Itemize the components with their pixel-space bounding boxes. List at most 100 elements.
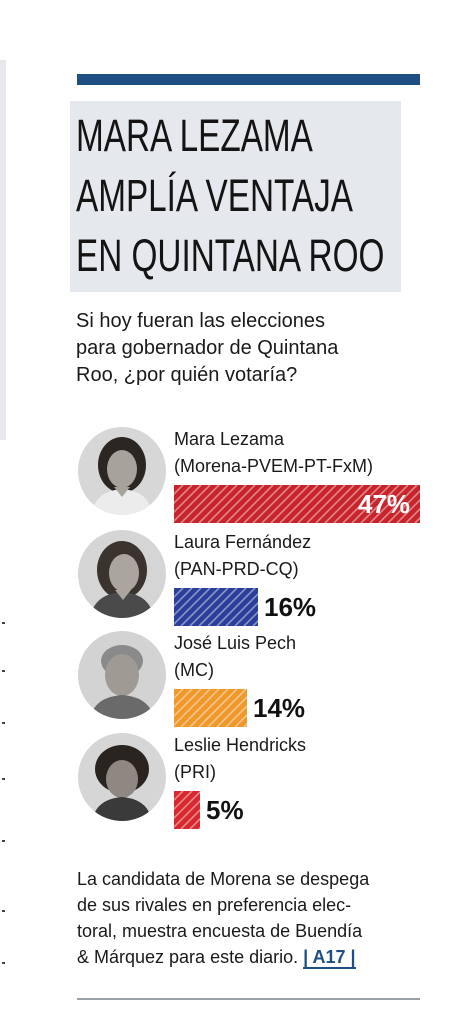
bar-hatch-line	[207, 689, 247, 727]
candidate-portrait-icon	[78, 733, 166, 821]
top-accent-rule	[77, 74, 420, 85]
bar-hatch-line	[234, 485, 274, 523]
page-edge-strip	[0, 60, 6, 440]
bar-graphic	[174, 588, 258, 626]
bar-hatch-line	[243, 610, 258, 626]
bar-hatch-line	[189, 689, 229, 727]
poll-question: Si hoy fueran las elecciones para gobern…	[76, 308, 416, 389]
bar-hatch-line	[189, 485, 229, 523]
bar-fill	[174, 588, 258, 626]
bar-hatch-line	[174, 689, 184, 700]
bar-hatch-line	[174, 485, 184, 496]
bar-hatch-line	[174, 791, 184, 802]
bar-hatch-line	[207, 588, 247, 626]
bottom-rule	[77, 998, 420, 1000]
candidate-row: Leslie Hendricks (PRI) 5%	[78, 733, 438, 833]
note-line: toral, muestra encuesta de Buendía	[77, 921, 363, 941]
bar-hatch-line	[189, 588, 229, 626]
bar-hatch-line	[225, 704, 247, 727]
bar-hatch-line	[243, 485, 283, 523]
bar-hatch-line	[342, 485, 382, 523]
question-line: Roo, ¿por quién votaría?	[76, 364, 298, 386]
bar-value-label: 14%	[253, 693, 306, 723]
bar-hatch-line	[180, 689, 220, 727]
bar-hatch-line	[180, 808, 200, 829]
bar-fill	[174, 689, 247, 727]
bar-hatch-line	[174, 689, 202, 718]
bar-hatch-line	[324, 485, 364, 523]
bar-value-label: 16%	[264, 592, 317, 622]
candidate-row: Laura Fernández (PAN-PRD-CQ) 16%	[78, 530, 438, 630]
bar-hatch-line	[180, 485, 220, 523]
bar-hatch-line	[198, 485, 238, 523]
candidate-party: (MC)	[174, 660, 214, 680]
headline-line: MARA LEZAMA	[76, 110, 313, 161]
bar-value-label: 47%	[358, 489, 411, 519]
note-line-last: & Márquez para este diario. | A17 |	[77, 944, 427, 970]
chart-bar	[174, 588, 258, 626]
bar-graphic	[174, 485, 420, 523]
candidate-party: (PAN-PRD-CQ)	[174, 559, 299, 579]
bar-hatch-line	[216, 588, 256, 626]
bar-hatch-line	[288, 485, 328, 523]
bar-fill	[174, 791, 200, 829]
bar-hatch-line	[369, 485, 409, 523]
bar-hatch-line	[270, 485, 310, 523]
candidate-name: José Luis Pech	[174, 633, 297, 653]
candidate-row: José Luis Pech (MC) 14%	[78, 631, 438, 731]
bar-graphic	[174, 791, 200, 829]
bar-hatch-line	[261, 485, 301, 523]
headline-line: EN QUINTANA ROO	[76, 230, 385, 281]
bar-hatch-line	[216, 695, 247, 727]
bar-hatch-line	[234, 601, 258, 626]
bar-hatch-line	[396, 498, 420, 523]
bar-hatch-line	[189, 817, 200, 829]
chart-bar	[174, 689, 247, 727]
candidate-name: Leslie Hendricks	[174, 735, 307, 755]
bar-hatch-line	[174, 588, 202, 617]
bar-hatch-line	[279, 485, 319, 523]
bar-hatch-line	[198, 588, 238, 626]
candidate-portrait-icon	[78, 631, 166, 719]
bar-hatch-line	[174, 689, 211, 727]
bar-hatch-line	[174, 588, 184, 599]
bar-hatch-line	[174, 485, 193, 505]
headline-background	[70, 101, 401, 292]
bar-hatch-line	[234, 713, 247, 727]
bar-graphic	[174, 689, 247, 727]
question-line: para gobernador de Quintana	[76, 337, 339, 359]
bar-hatch-line	[306, 485, 346, 523]
page-reference-link[interactable]: | A17 |	[303, 947, 356, 969]
note-last-text: & Márquez para este diario.	[77, 947, 299, 967]
question-line: Si hoy fueran las elecciones	[76, 310, 326, 332]
headline: MARA LEZAMA AMPLÍA VENTAJA EN QUINTANA R…	[76, 106, 385, 286]
bar-hatch-line	[180, 588, 220, 626]
bar-hatch-line	[174, 588, 211, 626]
bar-hatch-line	[252, 485, 292, 523]
candidate-row: Mara Lezama (Morena-PVEM-PT-FxM) 47%	[78, 427, 438, 527]
bar-hatch-line	[198, 689, 238, 727]
note-line: de sus rivales en preferencia elec-	[77, 895, 352, 915]
bar-hatch-line	[174, 791, 200, 820]
bar-hatch-line	[315, 485, 355, 523]
bar-hatch-line	[174, 485, 211, 523]
bar-fill	[174, 485, 420, 523]
bar-hatch-line	[225, 485, 265, 523]
candidate-portrait-icon	[78, 530, 166, 618]
note-line: La candidata de Morena se despega	[77, 869, 370, 889]
candidate-name: Mara Lezama	[174, 429, 285, 449]
candidate-party: (PRI)	[174, 762, 216, 782]
headline-line: AMPLÍA VENTAJA	[76, 170, 353, 221]
candidate-portrait-icon	[78, 427, 166, 515]
bar-value-label: 5%	[206, 795, 244, 825]
bar-hatch-line	[174, 485, 202, 514]
candidate-name: Laura Fernández	[174, 532, 312, 552]
bar-hatch-line	[174, 799, 200, 829]
bar-hatch-line	[378, 485, 418, 523]
summary-note: La candidata de Morena se despega de sus…	[77, 866, 427, 970]
chart-bar	[174, 791, 200, 829]
bar-hatch-line	[174, 791, 193, 811]
bar-hatch-line	[405, 507, 420, 523]
bar-hatch-line	[297, 485, 337, 523]
bar-hatch-line	[225, 592, 258, 626]
